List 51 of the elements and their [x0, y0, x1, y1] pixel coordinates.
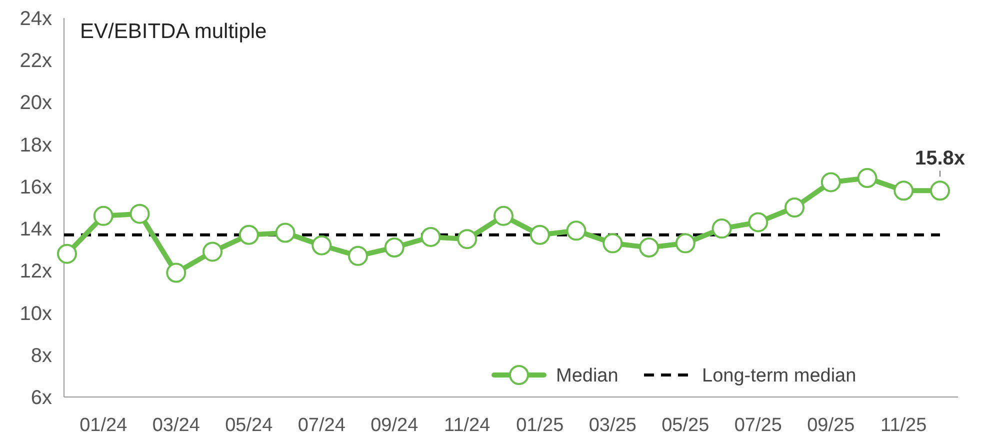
y-tick-label: 6x: [30, 387, 52, 409]
x-tick-label: 11/25: [880, 415, 927, 436]
point: [130, 204, 150, 224]
point: [166, 262, 186, 283]
point: [602, 233, 623, 254]
point: [384, 238, 404, 258]
point: [530, 224, 550, 245]
legend-label: Median: [556, 366, 618, 387]
point: [312, 235, 332, 256]
y-tick-label: 18x: [20, 134, 52, 156]
x-tick-label: 07/25: [734, 415, 782, 436]
x-tick-label: 09/25: [807, 415, 855, 436]
point: [202, 242, 222, 262]
x-tick-label: 01/25: [516, 415, 564, 436]
y-tick-label: 20x: [20, 92, 52, 114]
chart-title: EV/EBITDA multiple: [80, 20, 267, 43]
point: [639, 238, 659, 258]
x-tick-label: 09/24: [370, 415, 419, 436]
y-tick-label: 24x: [20, 8, 52, 30]
y-tick-label: 8x: [30, 344, 52, 367]
y-tick-label: 14x: [20, 218, 52, 241]
point: [712, 218, 732, 239]
x-tick-label: 05/24: [225, 415, 274, 436]
x-tick-label: 11/24: [444, 415, 491, 436]
x-tick-label: 05/25: [662, 415, 710, 436]
point: [494, 206, 514, 226]
point: [748, 212, 768, 232]
annotation: 15.8x: [914, 148, 966, 170]
x-tick-label: 07/24: [298, 415, 346, 436]
x-tick-label: 03/25: [588, 415, 636, 436]
point: [238, 224, 259, 245]
point: [275, 222, 296, 243]
point: [675, 233, 696, 254]
y-tick-label: 16x: [20, 176, 52, 198]
point: [93, 206, 114, 226]
point: [894, 180, 914, 201]
x-tick-label: 03/24: [152, 415, 200, 436]
legend-label: Long-term median: [702, 366, 856, 387]
point: [420, 226, 441, 247]
point: [566, 220, 586, 241]
point: [457, 229, 478, 250]
point: [820, 172, 841, 192]
y-tick-label: 10x: [20, 302, 52, 325]
point: [784, 198, 804, 218]
y-tick-label: 12x: [20, 260, 52, 283]
x-tick-label: 01/24: [80, 415, 128, 436]
point: [57, 244, 77, 264]
point: [930, 180, 950, 201]
point: [348, 246, 368, 266]
y-tick-label: 22x: [20, 50, 52, 72]
point: [857, 168, 878, 188]
